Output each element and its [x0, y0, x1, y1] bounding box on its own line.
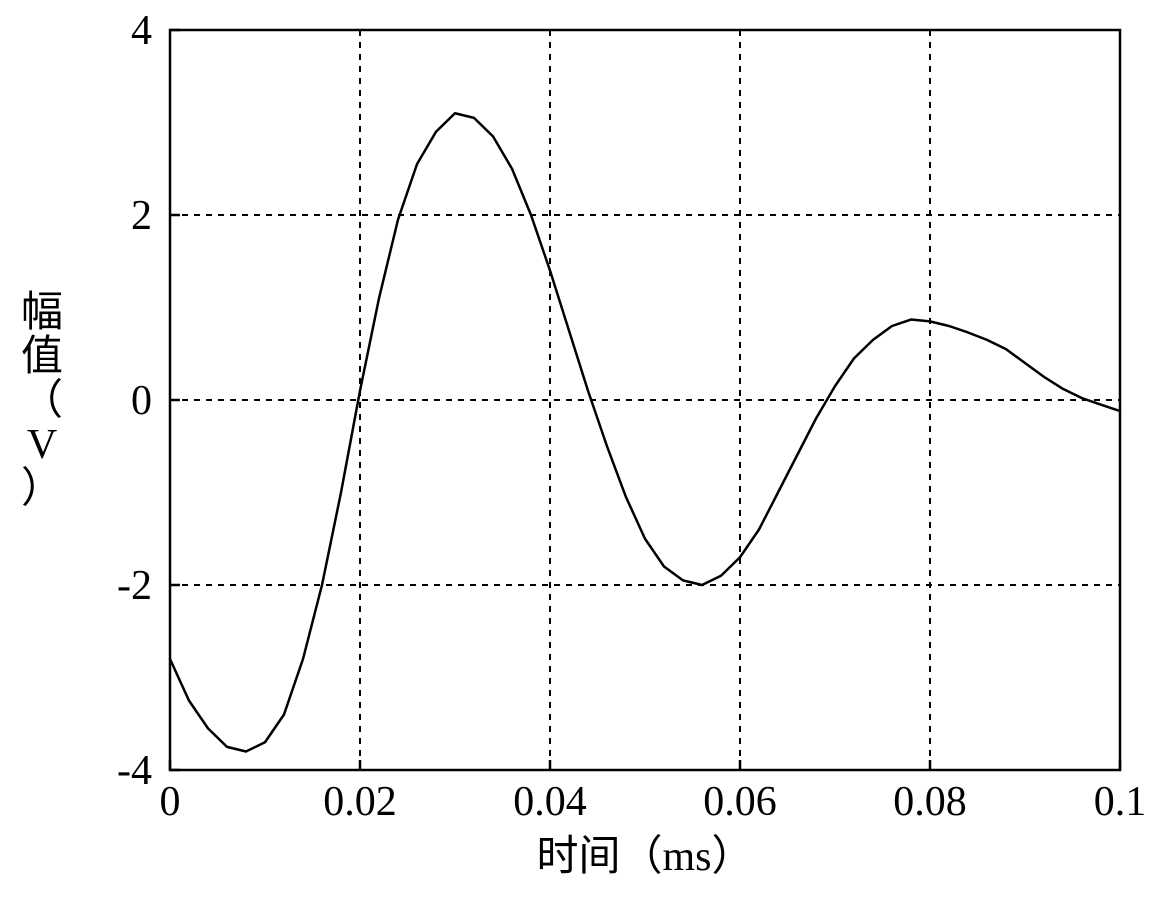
- x-tick-label: 0.1: [1094, 779, 1147, 825]
- y-axis-label-char: 值: [21, 334, 63, 380]
- y-axis-label: 幅值（V）: [21, 290, 63, 512]
- y-tick-label: -2: [117, 563, 152, 609]
- y-axis-label-char: V: [27, 422, 57, 468]
- y-tick-label: 2: [131, 193, 152, 239]
- y-axis-label-char: 幅: [21, 290, 63, 336]
- y-tick-label: 4: [131, 8, 152, 54]
- x-tick-labels: 0 0.02 0.04 0.06 0.08 0.1: [160, 779, 1147, 825]
- y-tick-label: -4: [117, 748, 152, 794]
- x-tick-label: 0.04: [513, 779, 587, 825]
- x-tick-label: 0.06: [703, 779, 777, 825]
- y-tick-label: 0: [131, 378, 152, 424]
- x-tick-label: 0: [160, 779, 181, 825]
- y-tick-labels: -4 -2 0 2 4: [117, 8, 152, 794]
- line-chart: 0 0.02 0.04 0.06 0.08 0.1 -4 -2 0 2 4 时间（ms） 幅值（V…: [0, 0, 1157, 897]
- y-axis-label-char: （: [21, 378, 63, 424]
- x-axis-label: 时间（ms）: [536, 834, 753, 880]
- chart-container: 0 0.02 0.04 0.06 0.08 0.1 -4 -2 0 2 4 时间（ms） 幅值（V…: [0, 0, 1157, 897]
- x-tick-label: 0.02: [323, 779, 397, 825]
- y-axis-label-char: ）: [21, 466, 63, 512]
- x-tick-label: 0.08: [893, 779, 967, 825]
